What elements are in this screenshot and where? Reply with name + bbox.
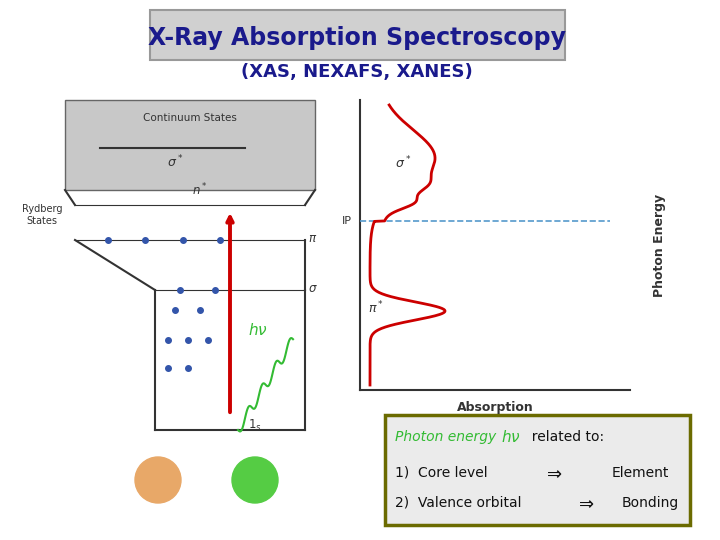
FancyBboxPatch shape	[385, 415, 690, 525]
Text: Photon energy: Photon energy	[395, 430, 500, 444]
Text: $h\nu$: $h\nu$	[248, 322, 268, 338]
Text: $h\nu$: $h\nu$	[501, 429, 521, 445]
Text: $n^*$: $n^*$	[192, 181, 208, 198]
Text: Bonding: Bonding	[621, 496, 679, 510]
Text: Element: Element	[611, 466, 669, 480]
Text: $\sigma^*$: $\sigma^*$	[167, 154, 183, 170]
Text: (XAS, NEXAFS, XANES): (XAS, NEXAFS, XANES)	[241, 63, 473, 81]
Text: X-Ray Absorption Spectroscopy: X-Ray Absorption Spectroscopy	[148, 26, 566, 50]
Text: 2)  Valence orbital: 2) Valence orbital	[395, 496, 521, 510]
FancyBboxPatch shape	[150, 10, 565, 60]
Circle shape	[232, 457, 278, 503]
FancyBboxPatch shape	[65, 100, 315, 190]
Circle shape	[135, 457, 181, 503]
Text: 1)  Core level: 1) Core level	[395, 466, 487, 480]
Text: Rydberg
States: Rydberg States	[22, 204, 62, 226]
Text: IP: IP	[342, 216, 352, 226]
Text: related to:: related to:	[523, 430, 604, 444]
Text: $\Rightarrow$: $\Rightarrow$	[543, 464, 563, 482]
Text: $\pi^*$: $\pi^*$	[368, 300, 384, 316]
Text: Absorption: Absorption	[456, 402, 534, 415]
Text: $\sigma$: $\sigma$	[308, 281, 318, 294]
Text: Photon Energy: Photon Energy	[654, 193, 667, 296]
Text: Continuum States: Continuum States	[143, 113, 237, 123]
Text: $\sigma^*$: $\sigma^*$	[395, 154, 411, 171]
Text: $\Rightarrow$: $\Rightarrow$	[575, 494, 595, 512]
Text: $\pi$: $\pi$	[308, 232, 318, 245]
Text: $1_s$: $1_s$	[248, 417, 262, 433]
